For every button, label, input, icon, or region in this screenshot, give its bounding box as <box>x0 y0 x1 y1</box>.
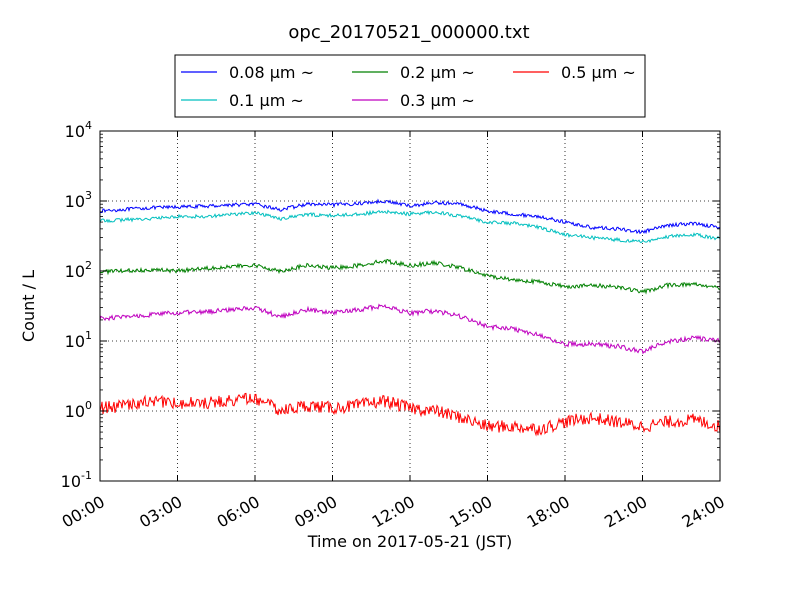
series-line-0 <box>99 198 721 235</box>
legend: 0.08 μm ~ 0.1 μm ~ 0.2 μm ~ 0.3 μm ~ 0.5 μm … <box>174 54 646 118</box>
series-line-3 <box>99 303 721 355</box>
x-axis-label: Time on 2017-05-21 (JST) <box>307 532 512 551</box>
y-tick-label: 104 <box>65 119 92 141</box>
axis-ticks <box>99 130 721 482</box>
y-axis-label: Count / L <box>19 270 38 342</box>
y-tick-labels: 10-1 100 101 102 103 104 <box>61 119 92 491</box>
legend-label: 0.3 μm ~ <box>400 91 475 110</box>
legend-box <box>174 54 646 118</box>
grid-lines <box>100 131 720 481</box>
legend-label: 0.1 μm ~ <box>229 91 304 110</box>
legend-label: 0.2 μm ~ <box>400 63 475 82</box>
y-tick-label: 102 <box>65 259 92 281</box>
chart-title: opc_20170521_000000.txt <box>288 22 529 43</box>
y-tick-label: 101 <box>65 329 92 351</box>
series-line-4 <box>99 392 721 437</box>
y-tick-label: 10-1 <box>61 469 92 491</box>
series-lines <box>99 198 721 437</box>
y-tick-label: 103 <box>65 189 92 211</box>
y-tick-label: 100 <box>65 399 92 421</box>
legend-label: 0.5 μm ~ <box>561 63 636 82</box>
series-line-1 <box>99 209 721 244</box>
series-line-2 <box>99 258 721 295</box>
legend-label: 0.08 μm ~ <box>229 63 314 82</box>
